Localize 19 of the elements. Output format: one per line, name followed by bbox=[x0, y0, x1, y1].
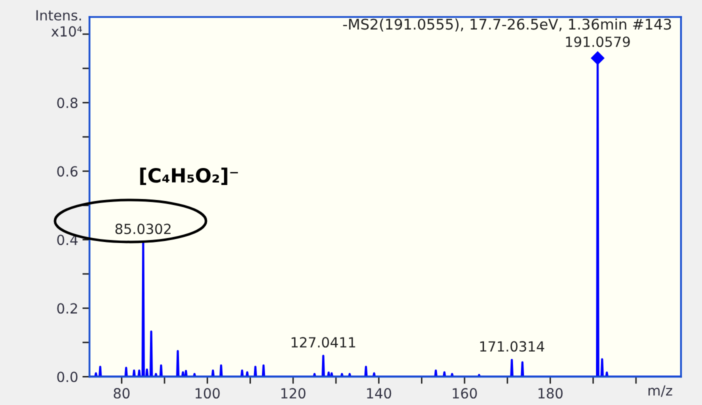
y-tick-label: 0.2 bbox=[57, 303, 77, 314]
y-tick-label: 0.4 bbox=[57, 234, 78, 246]
x-tick-label: 120 bbox=[281, 388, 306, 399]
x-tick-label: 140 bbox=[367, 388, 392, 399]
y-axis-title: Intens. x10⁴ bbox=[36, 10, 82, 37]
annotation: -MS2(191.0555), 17.7-26.5eV, 1.36min #143 bbox=[343, 18, 671, 32]
y-tick-label: 0.6 bbox=[57, 166, 78, 177]
x-tick-label: 180 bbox=[538, 388, 563, 399]
x-tick-label: 100 bbox=[196, 388, 220, 399]
y-tick-label: 0.0 bbox=[57, 372, 78, 382]
x-tick-label: 160 bbox=[452, 388, 477, 399]
annotation: [C₄H₅O₂]⁻ bbox=[140, 168, 238, 185]
annotation: 85.0302 bbox=[115, 224, 171, 234]
annotation: 171.0314 bbox=[480, 341, 544, 352]
annotation: 191.0579 bbox=[566, 36, 630, 48]
annotation: 127.0411 bbox=[292, 337, 356, 348]
x-tick-label: 80 bbox=[114, 388, 130, 399]
y-tick-label: 0.8 bbox=[57, 98, 78, 108]
x-axis-title: m/z bbox=[648, 385, 672, 397]
